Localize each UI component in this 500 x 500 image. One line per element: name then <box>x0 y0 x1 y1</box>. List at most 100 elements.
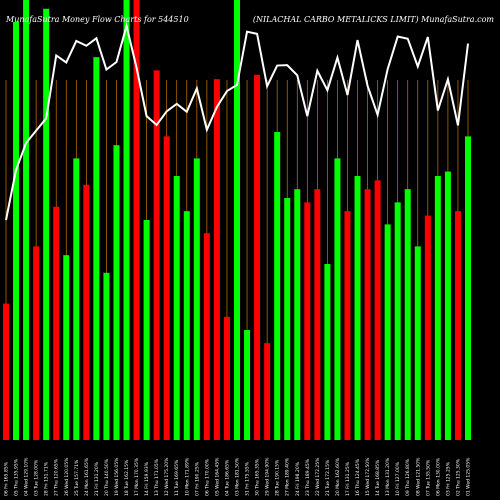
volume-bar-22 <box>223 316 230 440</box>
volume-bar-37 <box>374 180 381 440</box>
x-tick-label-39: 10 Fri 127.00% <box>395 461 401 496</box>
volume-bar-2 <box>23 0 30 440</box>
x-tick-label-6: 26 Wed 120.05% <box>64 457 70 496</box>
x-tick-label-42: 07 Tue 135.50% <box>425 459 431 496</box>
x-tick-label-38: 13 Mon 131.20% <box>385 457 391 496</box>
x-tick-label-25: 30 Thu 165.35% <box>255 458 261 496</box>
volume-bar-43 <box>434 176 441 440</box>
volume-bar-17 <box>173 176 180 440</box>
chart-subtitle: (NILACHAL CARBO METALICKS LIMIT) MunafaS… <box>253 15 495 24</box>
x-tick-label-17: 11 Tue 169.65% <box>174 459 180 496</box>
volume-bar-36 <box>364 189 371 440</box>
x-tick-label-18: 10 Mon 171.89% <box>184 457 190 496</box>
x-tick-label-23: 03 Mon 181.50% <box>235 457 241 496</box>
volume-bar-15 <box>153 70 160 441</box>
x-tick-label-22: 04 Tue 186.65% <box>224 459 230 496</box>
x-tick-label-20: 06 Thu 170.00% <box>204 458 210 496</box>
volume-bar-23 <box>234 0 240 441</box>
x-axis-tick-labels: 06 Fri 165.85% 05 Thu 135.95% 04 Wed 129.1… <box>4 457 472 496</box>
volume-bar-41 <box>414 246 421 440</box>
volume-bar-6 <box>63 255 70 440</box>
x-tick-label-46: 01 Wed 125.05% <box>466 457 472 496</box>
volume-bar-40 <box>404 189 411 440</box>
x-tick-label-29: 24 Fri 198.20% <box>295 461 301 496</box>
x-tick-label-35: 16 Thu 124.45% <box>355 458 361 496</box>
x-tick-label-21: 05 Wed 164.45% <box>214 457 220 496</box>
x-tick-label-4: 28 Fri 131.71% <box>44 461 50 496</box>
x-tick-label-13: 17 Mon 170.35% <box>134 457 140 496</box>
x-tick-label-14: 14 Fri 159.93% <box>144 461 150 496</box>
volume-bar-11 <box>113 145 120 440</box>
x-tick-label-43: 06 Mon 130.00% <box>435 457 441 496</box>
x-tick-label-36: 15 Wed 172.50% <box>365 457 371 496</box>
volume-bar-34 <box>344 211 351 440</box>
volume-bar-16 <box>163 136 170 440</box>
x-tick-label-28: 27 Mon 189.40% <box>285 457 291 496</box>
x-tick-label-32: 21 Tue 172.15% <box>325 459 331 496</box>
volume-bar-45 <box>454 211 461 440</box>
x-tick-label-0: 06 Fri 165.85% <box>4 461 10 496</box>
x-tick-label-33: 20 Mon 162.60% <box>335 457 341 496</box>
x-tick-label-2: 04 Wed 129.10% <box>24 457 30 496</box>
volume-bar-24 <box>244 330 251 440</box>
volume-bar-7 <box>73 158 80 440</box>
volume-bar-3 <box>33 246 40 440</box>
x-tick-label-9: 21 Fri 131.20% <box>94 461 100 496</box>
volume-bar-32 <box>324 264 331 440</box>
volume-bar-14 <box>143 220 150 440</box>
volume-bar-38 <box>384 224 391 440</box>
x-tick-label-27: 28 Tue 190.15% <box>275 459 281 496</box>
volume-bar-39 <box>394 202 401 440</box>
x-tick-label-34: 17 Fri 131.25% <box>345 461 351 496</box>
volume-bar-9 <box>93 57 100 440</box>
volume-bar-20 <box>203 233 210 440</box>
volume-bar-35 <box>354 176 361 440</box>
x-tick-label-30: 23 Thu 189.45% <box>305 458 311 496</box>
x-tick-label-44: 03 Fri 125.25% <box>445 461 451 496</box>
volume-bar-18 <box>183 211 190 440</box>
volume-bar-19 <box>193 158 200 440</box>
x-tick-label-45: 02 Thu 125.30% <box>455 458 461 496</box>
volume-bars <box>3 0 471 441</box>
volume-bar-33 <box>334 158 341 440</box>
volume-bar-44 <box>444 171 451 440</box>
x-tick-label-19: 07 Fri 190.25% <box>194 461 200 496</box>
volume-bar-13 <box>133 0 140 441</box>
x-tick-label-24: 31 Fri 175.55% <box>245 461 251 496</box>
volume-bar-8 <box>83 184 90 440</box>
x-tick-label-10: 20 Thu 140.50% <box>104 458 110 496</box>
volume-bar-21 <box>213 79 220 440</box>
volume-bar-4 <box>43 8 50 441</box>
x-tick-label-12: 18 Tue 162.15% <box>124 459 130 496</box>
volume-bar-26 <box>264 343 271 440</box>
volume-bar-12 <box>123 0 130 440</box>
x-tick-label-15: 13 Thu 171.05% <box>154 458 160 496</box>
volume-bar-5 <box>53 206 60 440</box>
x-tick-label-37: 14 Tue 168.85% <box>375 459 381 496</box>
x-tick-label-26: 29 Wed 194.90% <box>265 457 271 496</box>
x-tick-label-11: 19 Wed 156.05% <box>114 457 120 496</box>
volume-bar-28 <box>284 198 291 440</box>
volume-bar-10 <box>103 272 110 440</box>
x-tick-label-31: 22 Wed 172.25% <box>315 457 321 496</box>
volume-bar-30 <box>304 202 311 440</box>
x-tick-label-8: 24 Mon 161.65% <box>84 457 90 496</box>
x-tick-label-41: 08 Wed 121.50% <box>415 457 421 496</box>
volume-bar-31 <box>314 189 321 440</box>
volume-bar-25 <box>254 74 261 441</box>
volume-bar-46 <box>465 136 471 440</box>
x-tick-label-1: 05 Thu 135.95% <box>14 458 20 496</box>
x-tick-label-5: 27 Thu 120.65% <box>54 458 60 496</box>
volume-bar-27 <box>274 132 281 440</box>
x-tick-label-7: 25 Tue 157.71% <box>74 459 80 496</box>
x-tick-label-40: 09 Thu 126.80% <box>405 458 411 496</box>
chart-title: MunafaSutra Money Flow Charts for 544510 <box>5 15 189 24</box>
x-tick-label-3: 03 Tue 128.00% <box>34 459 40 496</box>
volume-bar-1 <box>13 22 20 440</box>
volume-bar-29 <box>294 189 301 440</box>
volume-bar-0 <box>3 303 9 440</box>
x-tick-label-16: 12 Wed 175.20% <box>164 457 170 496</box>
volume-bar-42 <box>424 215 431 440</box>
price-line <box>5 21 469 221</box>
